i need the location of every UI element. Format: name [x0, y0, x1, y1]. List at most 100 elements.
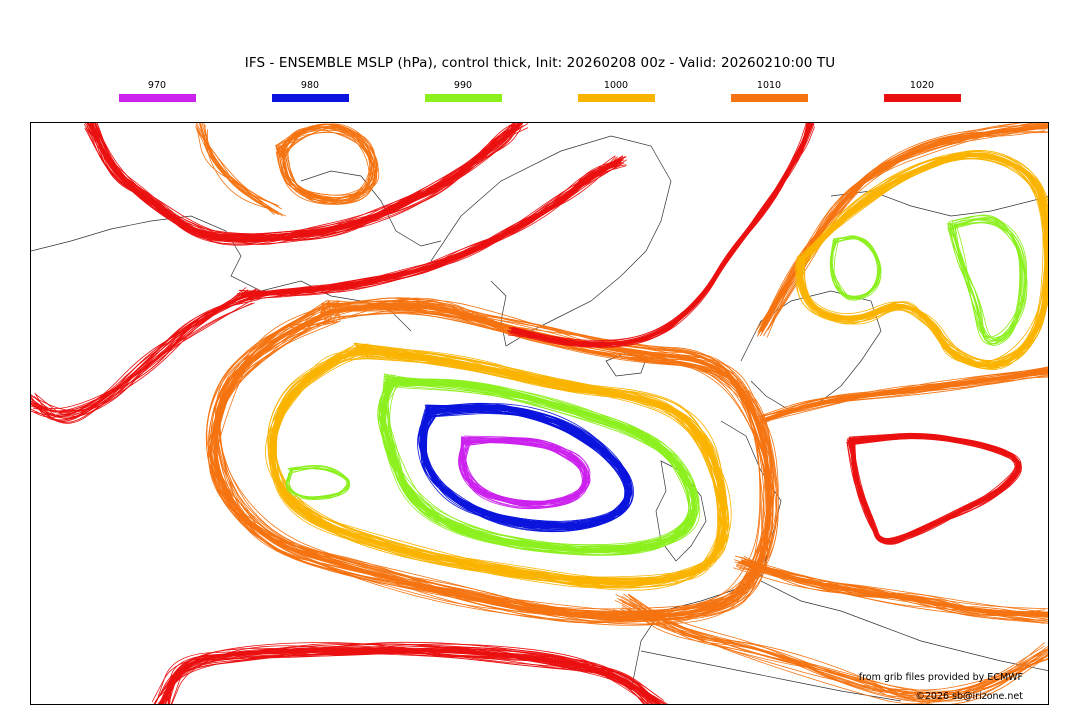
legend-label: 970 [147, 80, 167, 91]
ensemble-member-isobar [240, 158, 624, 295]
ensemble-member-isobar [275, 126, 376, 202]
ensemble-member-isobar [241, 162, 625, 294]
coastline-arctic-canada [31, 215, 412, 332]
legend-label: 1020 [909, 80, 935, 91]
ensemble-member-isobar [947, 219, 1023, 346]
ensemble-member-isobar [794, 155, 1048, 370]
ensemble-member-isobar [199, 123, 275, 205]
ensemble-member-isobar [509, 123, 808, 341]
isobar-legend: 970 980 990 1000 1010 1020 [0, 80, 1080, 112]
ensemble-member-isobar [245, 165, 621, 294]
ensemble-member-isobar [31, 289, 260, 411]
ensemble-member-isobar [513, 123, 811, 345]
ensemble-member-isobar [94, 123, 521, 242]
isobar-1010-north [195, 123, 287, 217]
isobar-1020-south [151, 641, 669, 704]
ensemble-member-isobar [422, 408, 627, 526]
ensemble-member-isobar [244, 159, 623, 296]
isobar-990-atlantic [377, 373, 701, 556]
ensemble-member-isobar [273, 347, 720, 588]
ensemble-member-isobar [511, 123, 810, 348]
ensemble-member-isobar [275, 345, 725, 588]
map-title: IFS - ENSEMBLE MSLP (hPa), control thick… [244, 55, 836, 71]
ensemble-member-isobar [424, 404, 629, 530]
ensemble-member-isobar [421, 405, 634, 533]
ensemble-member-isobar [511, 123, 809, 345]
ensemble-member-isobar [268, 346, 725, 591]
ensemble-member-isobar [737, 560, 1048, 618]
ensemble-member-isobar [513, 125, 809, 348]
isobar-1010-med [733, 555, 1048, 624]
control-run-isobar [849, 433, 1021, 544]
ensemble-member-isobar [245, 155, 624, 301]
ensemble-member-isobar [514, 123, 812, 345]
ensemble-member-isobar [198, 123, 284, 217]
ensemble-member-isobar [273, 343, 727, 588]
control-run-isobar [759, 124, 1048, 332]
ensemble-member-isobar [87, 123, 523, 238]
isobar-1020-canada [83, 123, 529, 246]
legend-label: 1000 [603, 80, 629, 91]
ensemble-member-isobar [87, 123, 520, 243]
legend-label: 1010 [756, 80, 782, 91]
isobar-1020-greenland [236, 155, 628, 302]
ensemble-member-isobar [31, 300, 244, 418]
ensemble-member-isobar [614, 599, 1048, 691]
coastline-baffin [300, 170, 442, 247]
ensemble-member-isobar [286, 467, 349, 498]
ensemble-member-isobar [85, 126, 529, 237]
ensemble-member-isobar [281, 123, 375, 201]
ensemble-member-isobar [158, 647, 661, 704]
ensemble-member-isobar [265, 343, 730, 583]
legend-label: 990 [453, 80, 473, 91]
ensemble-member-isobar [617, 598, 1044, 704]
ensemble-member-isobar [422, 409, 627, 529]
ensemble-member-isobar [31, 293, 245, 412]
ensemble-member-isobar [203, 123, 287, 217]
ensemble-member-isobar [167, 650, 648, 704]
ensemble-member-isobar [243, 161, 619, 294]
ensemble-member-isobar [627, 593, 1048, 699]
legend-swatch [577, 94, 655, 102]
ensemble-member-isobar [508, 123, 809, 348]
legend-item-1010: 1010 [729, 80, 809, 102]
ensemble-member-isobar [275, 125, 373, 202]
ensemble-member-isobar [196, 129, 279, 216]
control-run-isobar [89, 123, 523, 242]
ensemble-member-isobar [159, 651, 666, 704]
control-run-isobar [159, 647, 662, 704]
ensemble-member-isobar [274, 343, 718, 582]
coastline-greenland [430, 135, 672, 347]
ensemble-member-isobar [273, 343, 727, 588]
ensemble-member-isobar [508, 123, 810, 348]
control-run-isobar [240, 159, 622, 298]
ensemble-member-isobar [204, 124, 279, 213]
ensemble-member-isobar [243, 156, 618, 300]
ensemble-member-isobar [458, 438, 587, 504]
legend-swatch [424, 94, 502, 102]
ensemble-member-isobar [507, 124, 808, 343]
ensemble-member-isobar [87, 123, 518, 245]
ensemble-member-isobar [763, 125, 1048, 336]
isobar-1000-atlantic [265, 342, 732, 591]
source-credit: from grib files provided by ECMWF [858, 672, 1023, 683]
ensemble-member-isobar [627, 608, 1043, 701]
ensemble-member-isobar [215, 297, 763, 610]
control-run-isobar [420, 406, 631, 528]
legend-item-970: 970 [117, 80, 197, 102]
ensemble-member-isobar [513, 123, 811, 346]
ensemble-member-isobar [746, 562, 1048, 613]
ensemble-member-isobar [461, 436, 587, 504]
ensemble-member-isobar [269, 347, 719, 589]
ensemble-member-isobar [239, 156, 616, 302]
ensemble-member-isobar [239, 161, 621, 294]
ensemble-member-isobar [31, 293, 250, 419]
ensemble-member-isobar [424, 404, 630, 532]
ensemble-member-isobar [947, 217, 1021, 345]
ensemble-member-isobar [763, 367, 1047, 421]
ensemble-member-isobar [241, 162, 621, 297]
ensemble-member-isobar [245, 156, 626, 297]
ensemble-member-isobar [513, 125, 810, 347]
ensemble-member-isobar [746, 562, 1048, 618]
isobar-990-west-cell [285, 464, 351, 500]
